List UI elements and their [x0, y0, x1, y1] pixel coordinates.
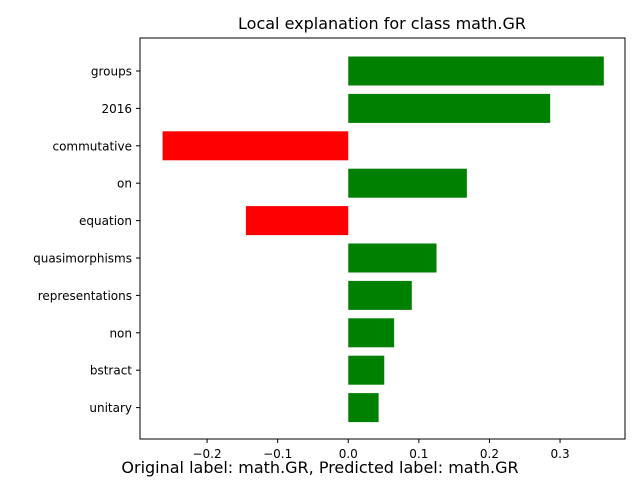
plot-frame [139, 37, 626, 440]
y-tick-label: on [117, 177, 132, 191]
x-tick-label: −0.1 [263, 447, 292, 461]
chart-title: Local explanation for class math.GR [238, 14, 526, 33]
bar-bstract [348, 355, 385, 385]
y-tick-label: 2016 [101, 102, 132, 116]
bar-representations [348, 280, 412, 310]
y-tick-label: representations [38, 289, 132, 303]
y-tick-label: bstract [90, 364, 132, 378]
bar-2016 [348, 93, 551, 123]
x-tick-label: 0.1 [409, 447, 428, 461]
bar-unitary [348, 393, 379, 423]
y-tick-label: equation [79, 214, 132, 228]
bar-equation [245, 206, 349, 236]
bar-groups [348, 56, 604, 86]
bar-non [348, 318, 395, 348]
x-tick-label: 0.0 [339, 447, 358, 461]
y-tick-label: commutative [52, 139, 132, 153]
y-tick-label: non [109, 326, 132, 340]
bar-quasimorphisms [348, 243, 437, 273]
x-tick-label: 0.3 [551, 447, 570, 461]
y-tick-label: quasimorphisms [33, 252, 132, 266]
y-tick-label: unitary [89, 401, 132, 415]
caption-labels: Original label: math.GR, Predicted label… [121, 458, 519, 477]
x-tick-label: 0.2 [480, 447, 499, 461]
x-tick-label: −0.2 [192, 447, 221, 461]
bar-commutative [162, 131, 349, 161]
y-tick-label: groups [91, 65, 132, 79]
bar-on [348, 168, 467, 198]
